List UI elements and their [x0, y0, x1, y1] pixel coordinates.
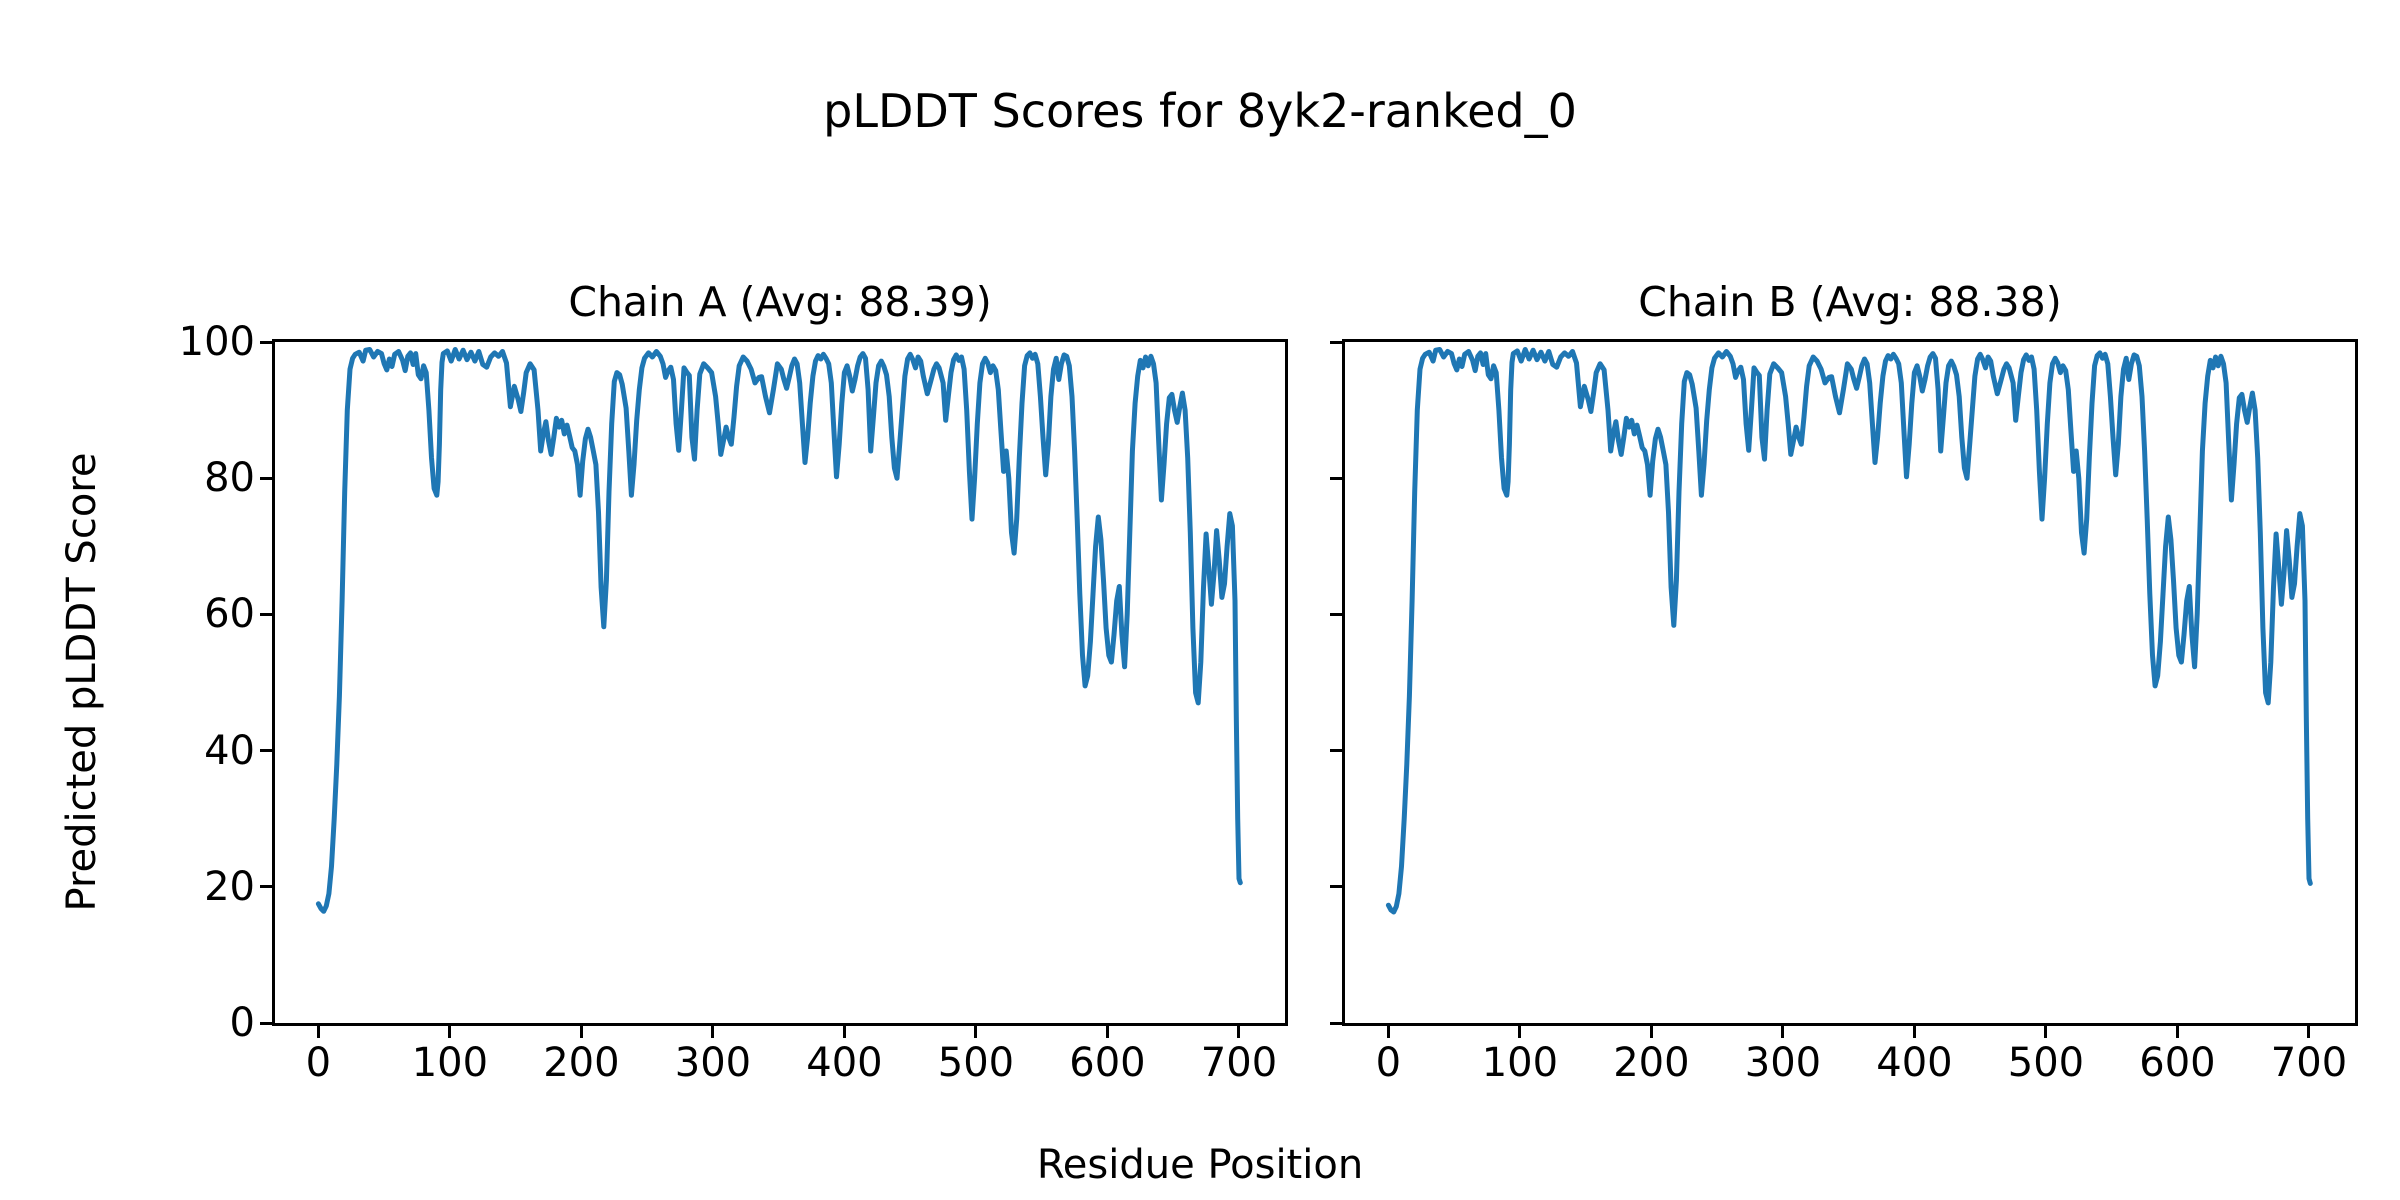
x-tick-mark	[1649, 1026, 1653, 1038]
y-tick-mark	[260, 340, 272, 344]
y-tick-mark	[1330, 612, 1342, 616]
y-tick-mark	[260, 612, 272, 616]
x-tick-label: 700	[2270, 1040, 2348, 1086]
plddt-line-chain-a	[315, 347, 1243, 914]
y-tick-label: 60	[204, 591, 255, 638]
x-tick-label: 600	[2139, 1040, 2216, 1086]
x-tick-label: 400	[1876, 1040, 1953, 1086]
x-tick-mark	[974, 1026, 978, 1038]
x-tick-mark	[2044, 1026, 2048, 1038]
x-tick-label: 300	[674, 1040, 752, 1086]
x-tick-label: 200	[1613, 1040, 1690, 1086]
y-tick-mark	[260, 476, 272, 480]
x-tick-mark	[2175, 1026, 2179, 1038]
x-tick-label: 600	[1069, 1040, 1146, 1086]
y-tick-mark	[260, 749, 272, 753]
x-tick-label: 400	[806, 1040, 883, 1086]
chain-b-canvas	[1385, 347, 2313, 915]
y-tick-mark	[1330, 1021, 1342, 1025]
x-tick-mark	[448, 1026, 452, 1038]
x-tick-label: 300	[1744, 1040, 1822, 1086]
y-tick-label: 100	[178, 319, 255, 365]
chain-a-title: Chain A (Avg: 88.39)	[568, 278, 992, 326]
x-tick-label: 100	[1481, 1040, 1559, 1086]
x-tick-label: 100	[411, 1040, 489, 1086]
y-tick-label: 40	[204, 727, 255, 774]
x-tick-label: 0	[305, 1040, 332, 1086]
y-tick-label: 80	[204, 455, 255, 502]
chain-a-plot: Chain A (Avg: 88.39) 0 100 200 300 400 500 600…	[179, 278, 1288, 1086]
y-tick-label: 0	[229, 1000, 255, 1046]
x-tick-mark	[1518, 1026, 1522, 1038]
y-tick-label: 20	[204, 863, 255, 910]
x-tick-mark	[316, 1026, 320, 1038]
figure-title: pLDDT Scores for 8yk2-ranked_0	[823, 84, 1577, 138]
x-tick-label: 500	[937, 1040, 1015, 1086]
x-tick-mark	[579, 1026, 583, 1038]
chain-b-title: Chain B (Avg: 88.38)	[1638, 278, 2062, 326]
x-tick-mark	[1237, 1026, 1241, 1038]
x-tick-mark	[1386, 1026, 1390, 1038]
y-tick-mark	[260, 1021, 272, 1025]
x-tick-mark	[711, 1026, 715, 1038]
x-tick-label: 500	[2007, 1040, 2085, 1086]
y-tick-mark	[1330, 476, 1342, 480]
x-axis-label: Residue Position	[1036, 1142, 1364, 1188]
chain-a-canvas	[315, 347, 1243, 914]
x-tick-mark	[842, 1026, 846, 1038]
y-tick-mark	[1330, 885, 1342, 889]
y-axis-label: Predicted pLDDT Score	[59, 452, 105, 912]
x-tick-mark	[1781, 1026, 1785, 1038]
x-tick-label: 700	[1200, 1040, 1278, 1086]
y-tick-mark	[1330, 749, 1342, 753]
x-tick-mark	[1105, 1026, 1109, 1038]
y-tick-mark	[1330, 340, 1342, 344]
y-tick-mark	[260, 885, 272, 889]
x-tick-label: 200	[543, 1040, 620, 1086]
x-tick-label: 0	[1375, 1040, 1402, 1086]
x-tick-mark	[2307, 1026, 2311, 1038]
x-tick-mark	[1912, 1026, 1916, 1038]
plddt-line-chain-b	[1385, 347, 2313, 915]
chain-b-plot: Chain B (Avg: 88.38) 0 100 200 300 400 500 600…	[1330, 278, 2358, 1086]
